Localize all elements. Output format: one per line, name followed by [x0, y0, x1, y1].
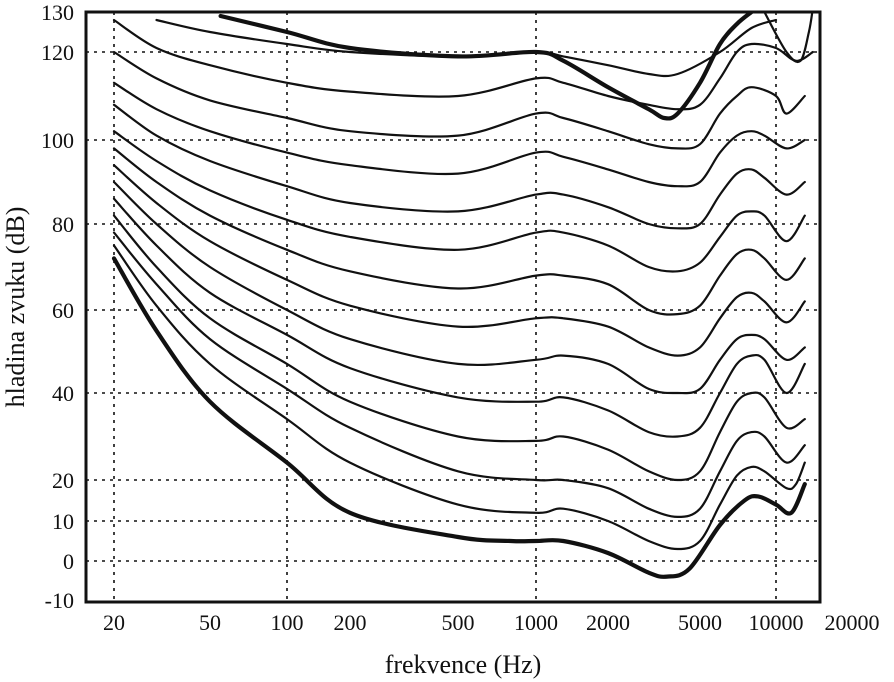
loudness-curve	[112, 103, 806, 230]
loudness-curve	[155, 18, 778, 78]
y-axis-label: hladina zvuku (dB)	[1, 207, 30, 408]
x-tick-labels: 20 50 100 200 500 1000 2000 5000 10000 20000	[103, 610, 880, 635]
loudness-curve	[763, 12, 814, 64]
loudness-curve	[112, 81, 806, 188]
x-tick-label: 20000	[825, 610, 880, 635]
y-tick-label: 60	[52, 298, 74, 323]
loudness-curves	[111, 12, 814, 579]
y-tick-label: 10	[52, 509, 74, 534]
y-tick-label: 130	[41, 0, 74, 25]
x-tick-label: 20	[103, 610, 125, 635]
x-tick-label: 50	[199, 610, 221, 635]
loudness-curve	[112, 18, 814, 111]
x-tick-label: 1000	[514, 610, 558, 635]
loudness-curve	[112, 231, 806, 518]
y-tick-label: -10	[45, 588, 74, 613]
y-tick-label: 40	[52, 381, 74, 406]
loudness-curve	[112, 214, 806, 482]
x-tick-label: 500	[442, 610, 475, 635]
loudness-curve	[112, 180, 806, 395]
plot-frame	[84, 10, 822, 604]
y-tick-label: 100	[41, 128, 74, 153]
loudness-curve	[112, 244, 806, 551]
x-axis-label: frekvence (Hz)	[385, 650, 542, 679]
x-tick-label: 100	[271, 610, 304, 635]
y-tick-label: 20	[52, 468, 74, 493]
loudness-curve	[112, 50, 806, 150]
x-tick-label: 2000	[586, 610, 630, 635]
y-tick-label: 0	[63, 549, 74, 574]
grid-lines	[86, 12, 820, 602]
x-tick-label: 5000	[678, 610, 722, 635]
loudness-curve	[112, 197, 806, 438]
y-tick-label: 80	[52, 212, 74, 237]
emphasized-loudness-curve	[218, 12, 754, 121]
emphasized-loudness-curve	[111, 256, 807, 579]
y-tick-label: 120	[41, 40, 74, 65]
x-tick-label: 10000	[749, 610, 804, 635]
loudness-curve	[112, 130, 806, 273]
loudness-curve	[112, 147, 806, 316]
loudness-curve	[112, 164, 806, 357]
x-tick-label: 200	[334, 610, 367, 635]
